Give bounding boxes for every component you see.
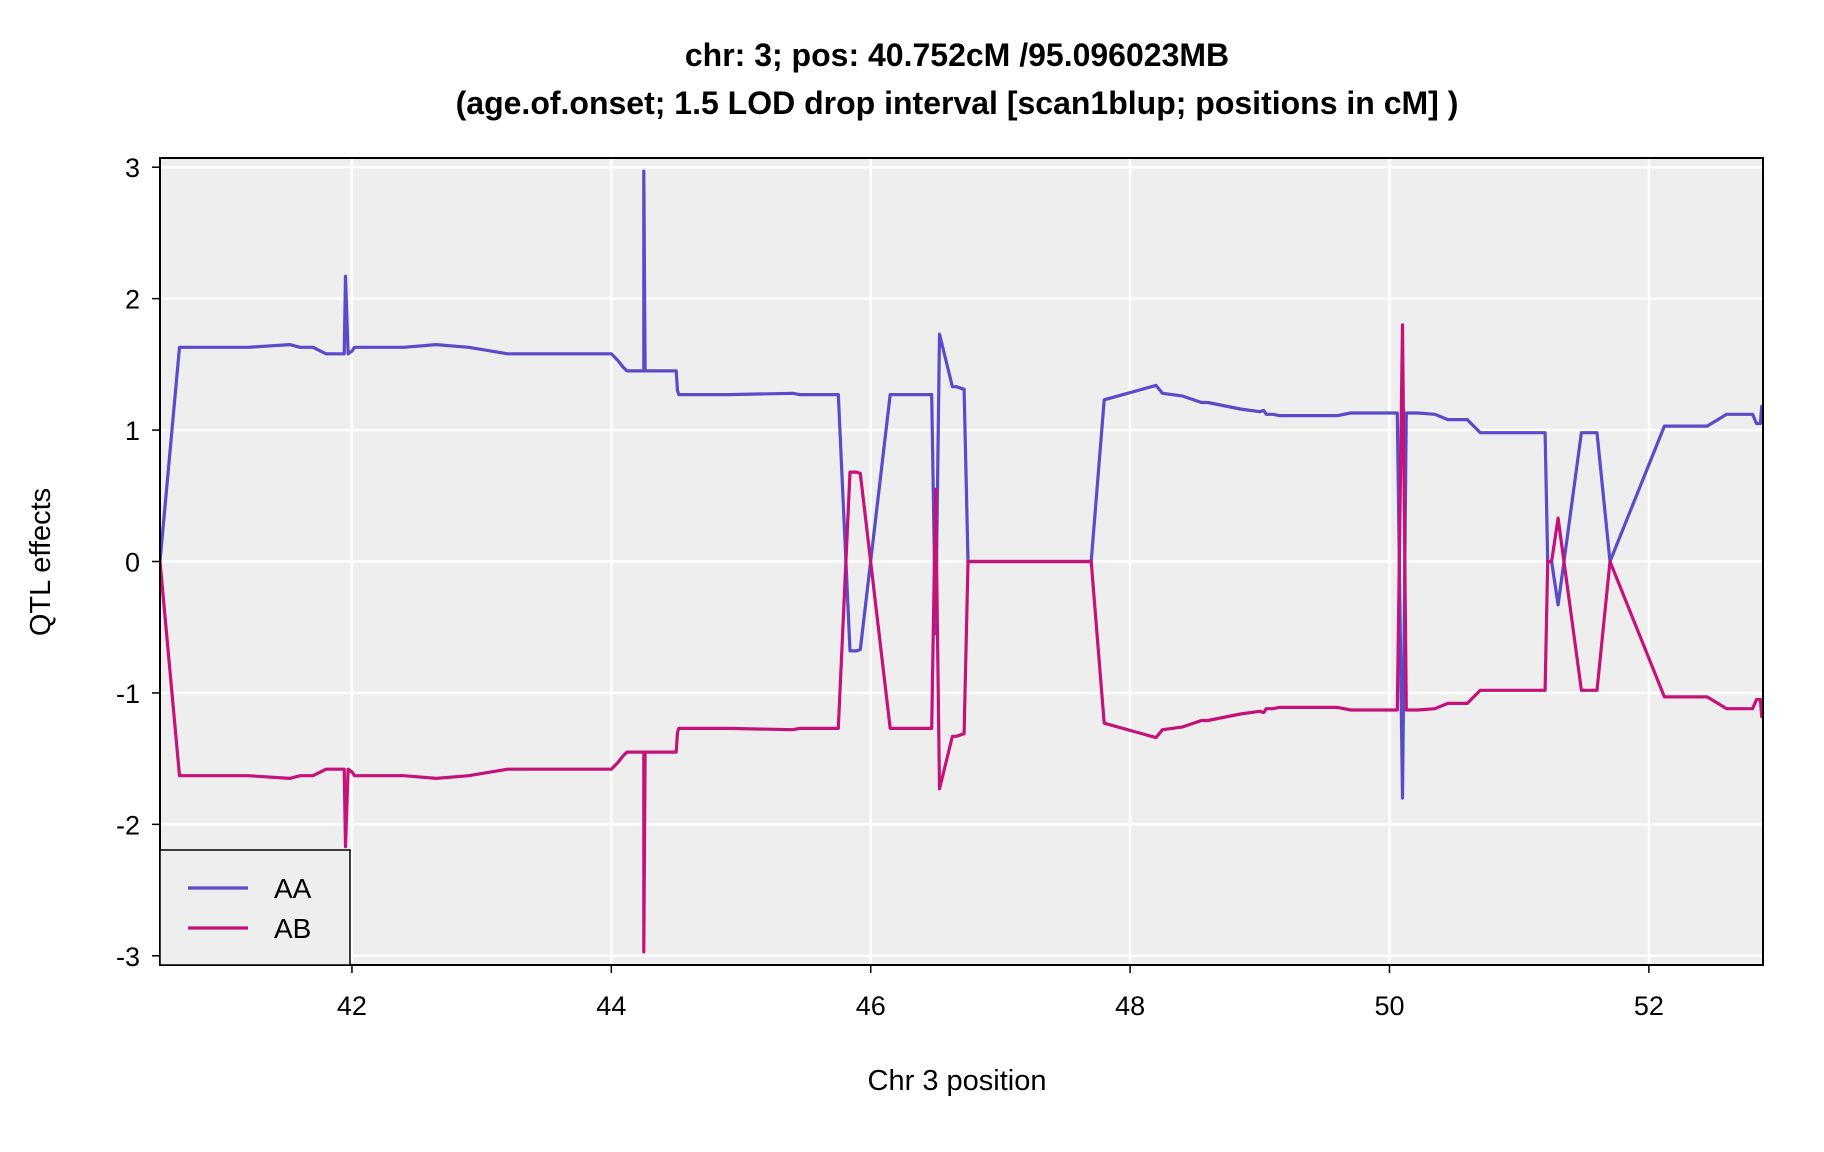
y-axis-label: QTL effects bbox=[25, 488, 57, 636]
legend: AA AB bbox=[159, 849, 351, 966]
x-axis-label: Chr 3 position bbox=[868, 1065, 1047, 1097]
x-axis-ticks: 42 44 46 48 50 52 bbox=[337, 965, 1664, 1021]
x-tick-label: 42 bbox=[337, 991, 367, 1021]
x-tick-label: 46 bbox=[856, 991, 886, 1021]
series-line-ab bbox=[160, 323, 1763, 954]
y-tick-label: -3 bbox=[116, 942, 140, 972]
x-tick-label: 52 bbox=[1634, 991, 1664, 1021]
x-tick-label: 50 bbox=[1374, 991, 1404, 1021]
x-tick-label: 48 bbox=[1115, 991, 1145, 1021]
y-tick-label: 2 bbox=[125, 285, 140, 315]
legend-label-ab: AB bbox=[274, 913, 311, 944]
y-tick-label: 0 bbox=[125, 548, 140, 578]
series-lines bbox=[160, 169, 1763, 954]
series-line-aa bbox=[160, 169, 1763, 800]
legend-label-aa: AA bbox=[274, 873, 312, 904]
chart-subtitle: (age.of.onset; 1.5 LOD drop interval [sc… bbox=[456, 85, 1459, 121]
y-axis-ticks: -3 -2 -1 0 1 2 3 bbox=[116, 153, 160, 972]
y-tick-label: 1 bbox=[125, 416, 140, 446]
y-tick-label: -2 bbox=[116, 810, 140, 840]
y-tick-label: 3 bbox=[125, 153, 140, 183]
chart-title: chr: 3; pos: 40.752cM /95.096023MB bbox=[685, 37, 1229, 73]
y-tick-label: -1 bbox=[116, 679, 140, 709]
x-tick-label: 44 bbox=[596, 991, 626, 1021]
legend-box bbox=[159, 849, 351, 966]
